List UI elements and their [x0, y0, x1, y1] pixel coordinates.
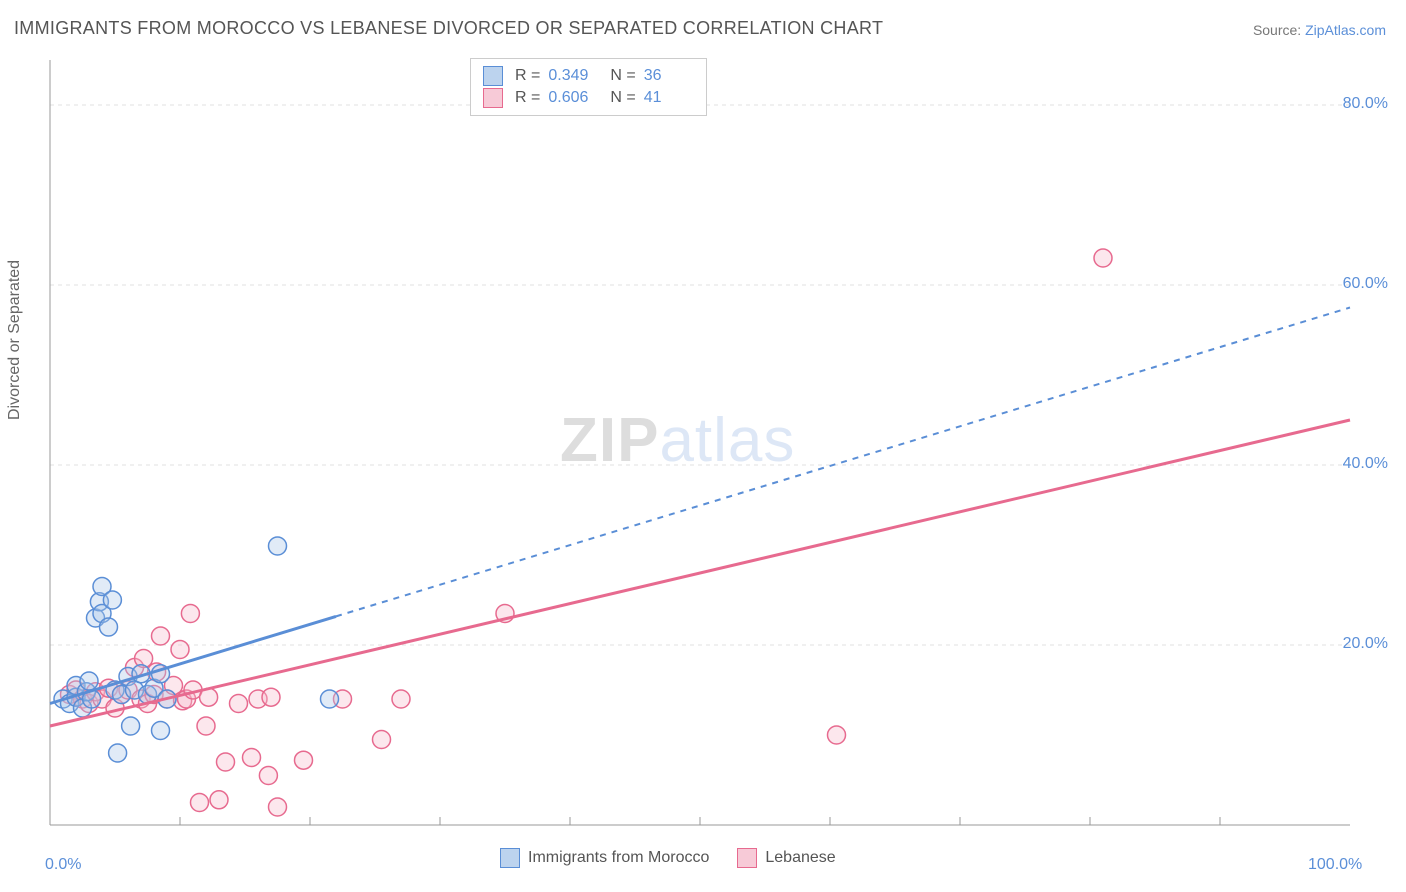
r-label: R = [515, 65, 540, 87]
correlation-chart [40, 55, 1390, 860]
regression-lebanese [50, 420, 1350, 726]
chart-grid [50, 105, 1350, 645]
x-tick-label: 0.0% [45, 856, 81, 874]
swatch-lebanese-icon [737, 848, 757, 868]
r-label: R = [515, 87, 540, 109]
n-value-morocco: 36 [644, 65, 694, 87]
y-tick-label: 20.0% [1343, 635, 1388, 653]
swatch-lebanese-icon [483, 88, 503, 108]
n-label: N = [610, 87, 635, 109]
regression-morocco [50, 308, 1350, 704]
legend-stats-row-1: R = 0.349 N = 36 [483, 65, 694, 87]
source-attribution: Source: ZipAtlas.com [1253, 22, 1386, 38]
n-value-lebanese: 41 [644, 87, 694, 109]
legend-label-lebanese: Lebanese [765, 849, 835, 867]
r-value-lebanese: 0.606 [548, 87, 598, 109]
legend-stats-row-2: R = 0.606 N = 41 [483, 87, 694, 109]
legend-item-morocco: Immigrants from Morocco [500, 848, 709, 868]
swatch-morocco-icon [500, 848, 520, 868]
series-lebanese [61, 249, 1113, 816]
r-value-morocco: 0.349 [548, 65, 598, 87]
source-link[interactable]: ZipAtlas.com [1305, 22, 1386, 38]
y-tick-label: 60.0% [1343, 275, 1388, 293]
y-axis-label: Divorced or Separated [6, 260, 24, 420]
n-label: N = [610, 65, 635, 87]
y-tick-label: 80.0% [1343, 95, 1388, 113]
x-tick-label: 100.0% [1308, 856, 1362, 874]
legend-label-morocco: Immigrants from Morocco [528, 849, 709, 867]
y-tick-label: 40.0% [1343, 455, 1388, 473]
swatch-morocco-icon [483, 66, 503, 86]
source-label: Source: [1253, 22, 1305, 38]
series-morocco [54, 537, 339, 762]
legend-stats: R = 0.349 N = 36 R = 0.606 N = 41 [470, 58, 707, 116]
chart-title: IMMIGRANTS FROM MOROCCO VS LEBANESE DIVO… [14, 18, 883, 39]
legend-item-lebanese: Lebanese [737, 848, 835, 868]
legend-series: Immigrants from Morocco Lebanese [500, 848, 836, 868]
